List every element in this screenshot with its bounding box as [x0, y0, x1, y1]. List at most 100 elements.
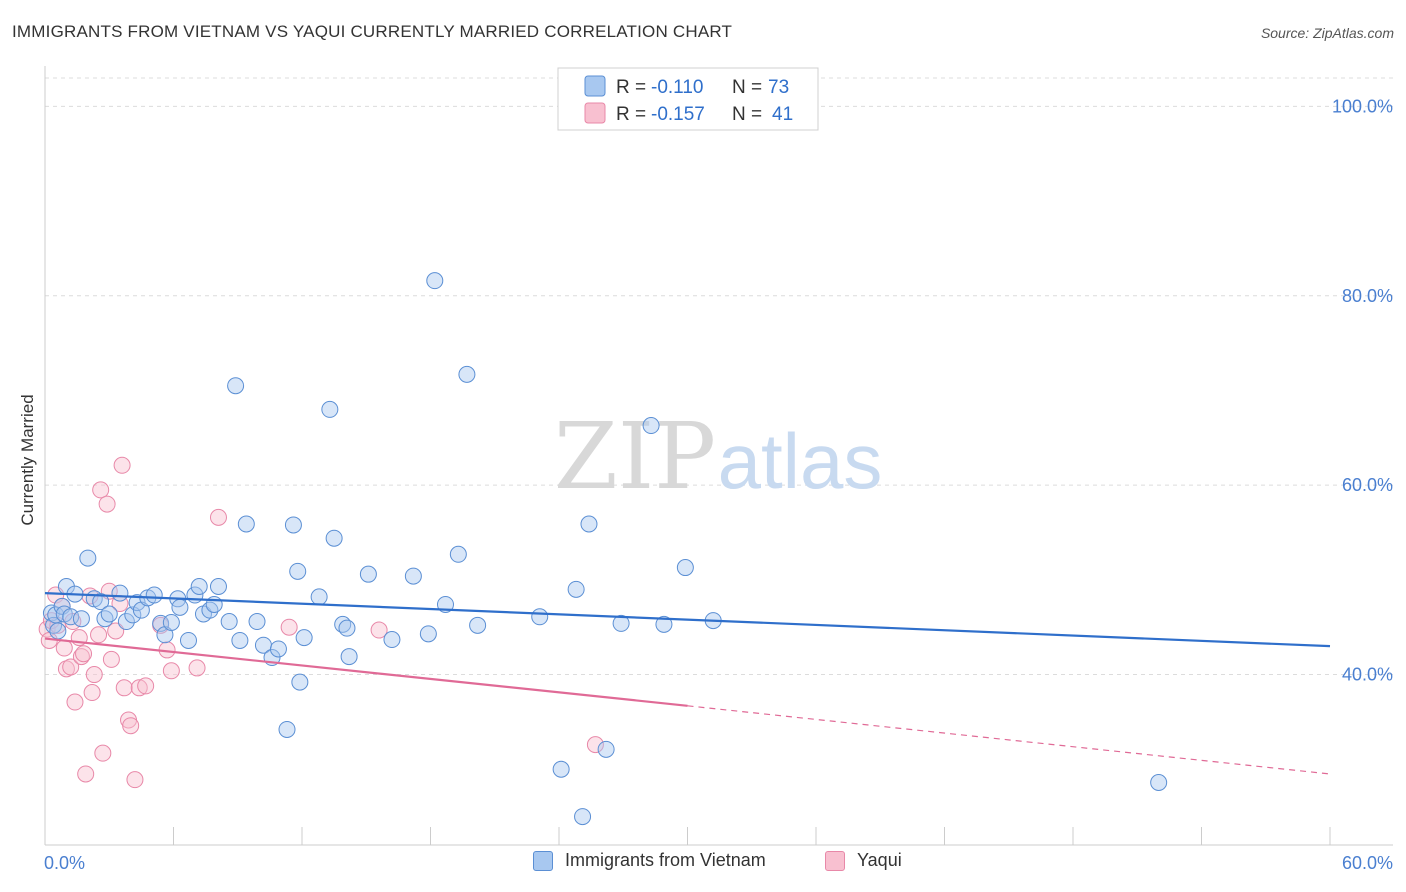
vietnam-point — [190, 577, 208, 595]
vietnam-point — [338, 619, 356, 637]
trend-lines — [44, 592, 1331, 775]
legend-r-value-yaqui: -0.157 — [651, 104, 705, 125]
yaqui-point — [62, 658, 80, 676]
vietnam-point — [383, 631, 401, 649]
yaqui-point — [370, 621, 388, 639]
vietnam-point — [567, 580, 585, 598]
vietnam-point — [419, 625, 437, 643]
vietnam-point — [295, 629, 313, 647]
vietnam-point — [597, 740, 615, 758]
vietnam-point — [552, 760, 570, 778]
yaqui-point — [188, 659, 206, 677]
yaqui-point — [98, 495, 116, 513]
vietnam-point — [72, 610, 90, 628]
y-tick-label: 60.0% — [1342, 475, 1393, 495]
vietnam-point — [580, 515, 598, 533]
legend-n-value-yaqui: 41 — [772, 104, 793, 125]
vietnam-point — [284, 516, 302, 534]
legend-r-label-vietnam: R = — [616, 77, 646, 98]
vietnam-point — [469, 616, 487, 634]
bottom-legend-item-yaqui: Yaqui — [825, 850, 902, 871]
yaqui-point — [209, 508, 227, 526]
vietnam-point — [42, 604, 60, 622]
vietnam-point — [227, 377, 245, 395]
legend-swatch-vietnam — [584, 75, 606, 97]
vietnam-point — [426, 272, 444, 290]
vietnam-point — [179, 631, 197, 649]
bottom-legend-swatch-vietnam — [533, 850, 553, 871]
vietnam-point — [278, 720, 296, 738]
vietnam-point — [359, 565, 377, 583]
vietnam-point — [100, 605, 118, 623]
watermark-atlas: atlas — [718, 417, 883, 505]
y-tick-label: 100.0% — [1332, 96, 1393, 116]
bottom-legend-label-yaqui: Yaqui — [857, 850, 902, 870]
yaqui-point — [94, 744, 112, 762]
bottom-legend-label-vietnam: Immigrants from Vietnam — [565, 850, 766, 870]
vietnam-point — [676, 559, 694, 577]
watermark: ZIP atlas — [554, 403, 882, 510]
legend-r-label-yaqui: R = — [616, 104, 646, 125]
stats-legend: R = -0.110 N = 73 R = -0.157 N = 41 — [557, 67, 819, 131]
vietnam-point — [574, 808, 592, 826]
vietnam-point — [291, 673, 309, 691]
yaqui-point — [77, 765, 95, 783]
yaqui-point — [75, 645, 93, 663]
vietnam-point — [162, 613, 180, 631]
yaqui-point — [126, 771, 144, 789]
yaqui-trend-line — [44, 637, 688, 707]
axes — [44, 66, 1393, 846]
vietnam-point — [237, 515, 255, 533]
x-tick-label-max: 60.0% — [1342, 853, 1393, 873]
bottom-legend-item-vietnam: Immigrants from Vietnam — [533, 850, 766, 871]
vietnam-point — [321, 400, 339, 418]
yaqui-point — [113, 456, 131, 474]
series-vietnam-points — [42, 272, 1168, 826]
yaqui-point — [586, 736, 604, 754]
x-tick-label-min: 0.0% — [44, 853, 85, 873]
vietnam-trend-line — [44, 592, 1331, 648]
legend-r-value-vietnam: -0.110 — [651, 77, 703, 98]
bottom-legend: Immigrants from Vietnam Yaqui — [0, 850, 1406, 880]
vietnam-point — [248, 613, 266, 631]
vietnam-point — [1150, 774, 1168, 792]
vietnam-point — [642, 417, 660, 435]
grid-lines — [45, 77, 1393, 676]
vietnam-point — [612, 614, 630, 632]
vietnam-point — [220, 613, 238, 631]
vietnam-point — [449, 545, 467, 563]
vietnam-point — [655, 615, 673, 633]
yaqui-point — [162, 662, 180, 680]
vietnam-point — [92, 593, 110, 611]
yaqui-point — [107, 622, 125, 640]
vietnam-point — [62, 608, 80, 626]
yaqui-point — [115, 679, 133, 697]
yaqui-point — [280, 618, 298, 636]
vietnam-point — [404, 567, 422, 585]
yaqui-point — [72, 648, 90, 666]
yaqui-point — [57, 660, 75, 678]
yaqui-point — [83, 684, 101, 702]
yaqui-point — [137, 677, 155, 695]
yaqui-point — [130, 679, 148, 697]
vietnam-point — [209, 577, 227, 595]
yaqui-point — [55, 639, 73, 657]
yaqui-point — [102, 650, 120, 668]
yaqui-point — [90, 626, 108, 644]
vietnam-point — [340, 648, 358, 666]
legend-swatch-yaqui — [584, 102, 606, 124]
vietnam-point — [289, 562, 307, 580]
bottom-legend-swatch-yaqui — [825, 850, 845, 871]
vietnam-point — [231, 631, 249, 649]
vietnam-point — [310, 588, 328, 606]
watermark-zip: ZIP — [554, 403, 716, 510]
yaqui-trend-extension — [687, 705, 1331, 775]
yaqui-point — [122, 717, 140, 735]
y-tick-label: 80.0% — [1342, 286, 1393, 306]
legend-n-value-vietnam: 73 — [768, 77, 789, 98]
vietnam-point — [269, 640, 287, 658]
vietnam-point — [458, 365, 476, 383]
legend-n-label-vietnam: N = — [732, 77, 762, 98]
source-label: Source: ZipAtlas.com — [1260, 25, 1394, 41]
